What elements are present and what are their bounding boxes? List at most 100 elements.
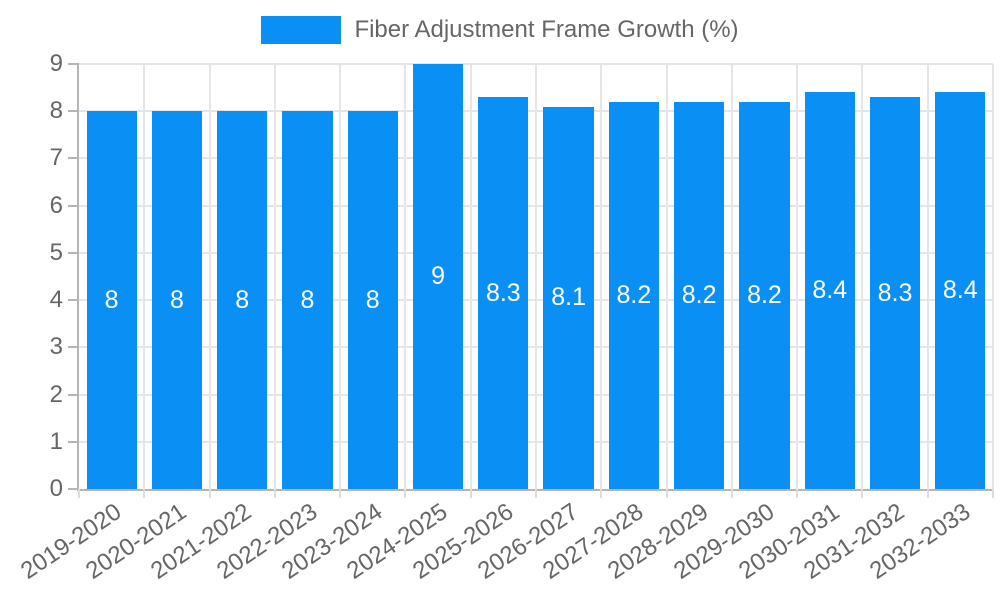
y-axis-labels: 0 1 2 3 4 5 6 7 8 9 [50,52,993,501]
y-tick-mark [68,299,79,302]
x-axis-labels: 2019-2020 2020-2021 2021-2022 2022-2023 2023… [16,489,993,589]
x-tick-mark [78,489,80,498]
legend-item[interactable]: Fiber Adjustment Frame Growth (%) [261,16,739,44]
y-axis-tick-label: 2 [49,380,63,408]
x-gridline [208,64,211,489]
bar: 8 [151,111,203,489]
y-tick-marks [68,63,993,490]
bar-value-label: 8 [300,285,315,314]
bar: 8.3 [478,97,529,489]
bar-value-label: 8 [365,285,380,314]
bar: 8.1 [543,106,594,489]
x-tick-mark [600,489,603,498]
bar-value-label: 8.2 [747,280,782,309]
x-tick-mark [469,489,472,498]
x-tick-mark [665,489,668,498]
y-axis-tick-label: 6 [49,191,63,219]
x-gridline [143,64,146,489]
x-gridline [665,64,668,489]
bar: 8 [282,111,333,489]
bar-value-label: 8.3 [877,278,913,307]
x-gridline [273,64,276,489]
x-gridline [992,64,994,489]
x-gridline [861,64,864,489]
bar-category: 8.2 [732,64,797,489]
legend-swatch [261,16,342,44]
x-tick-mark [535,489,537,498]
bar-category: 8.4 [797,64,862,489]
bar-value-label: 8.2 [616,280,652,309]
x-gridline [404,64,407,489]
bar-value-label: 8.1 [551,283,586,312]
bar-value-label: 8.3 [485,278,521,307]
y-axis-tick-label: 5 [49,238,63,266]
x-tick-mark [796,489,799,498]
bar: 8.2 [608,101,660,489]
x-tick-mark [339,489,342,498]
x-tick-mark [926,489,929,498]
bar-category: 8 [275,64,340,489]
x-tick-mark [404,489,407,498]
bar-value-label: 8.2 [681,280,717,309]
y-tick-mark [68,157,79,160]
bar-category: 8.1 [536,64,601,489]
x-gridline [339,64,342,489]
bar-category: 8.3 [862,64,927,489]
legend-label: Fiber Adjustment Frame Growth (%) [354,16,739,43]
bar: 8.4 [804,92,855,489]
x-tick-mark [208,489,211,498]
bar-value-label: 8.4 [942,276,978,305]
x-gridline [469,64,472,489]
x-gridline [600,64,603,489]
bar-category: 9 [405,64,470,489]
bar: 8 [86,111,137,489]
y-tick-mark [68,440,79,443]
bar-category: 8.4 [928,64,993,489]
bar-category: 8 [210,64,275,489]
y-tick-mark [68,251,79,254]
x-tick-mark [143,489,146,498]
bar: 9 [412,64,464,489]
y-tick-mark [68,393,79,396]
y-tick-mark [68,63,79,65]
bar: 8.4 [935,92,986,489]
x-gridline [926,64,929,489]
y-tick-mark [68,204,79,207]
y-axis-tick-label: 1 [49,427,63,455]
bars-layer: 8 8 8 8 8 9 8.3 8.1 8.2 8.2 8.2 8.4 8.3 8.4 [79,64,993,489]
bar-category: 8 [79,64,144,489]
x-tick-mark [861,489,864,498]
x-tick-marks [78,64,994,498]
y-axis-tick-label: 0 [49,475,63,502]
y-axis-tick-label: 8 [49,97,63,125]
bar: 8.2 [674,101,725,489]
bar-value-label: 9 [431,262,445,290]
bar-category: 8 [144,64,209,489]
x-tick-mark [992,489,994,498]
x-tick-mark [273,489,276,498]
bar-value-label: 8 [235,285,250,314]
x-tick-mark [730,489,733,498]
y-tick-mark [68,110,79,113]
x-gridline [730,64,733,489]
bar-value-label: 8 [169,285,184,314]
x-gridlines [79,64,994,489]
bar-category: 8 [340,64,405,489]
bar: 8.3 [869,97,921,489]
y-axis-tick-label: 7 [49,144,63,172]
bar-category: 8.3 [471,64,536,489]
bar: 8.2 [739,101,790,489]
bar: 8 [347,111,398,489]
y-tick-mark [68,488,79,490]
x-gridline [535,64,537,489]
bar: 8 [217,111,268,489]
bar-value-label: 8.4 [812,276,848,305]
y-axis-tick-label: 3 [49,333,63,361]
bar-value-label: 8 [104,285,119,314]
bar-category: 8.2 [667,64,732,489]
y-axis-tick-label: 4 [49,286,63,314]
bar-category: 8.2 [601,64,666,489]
legend: Fiber Adjustment Frame Growth (%) [0,16,1000,44]
